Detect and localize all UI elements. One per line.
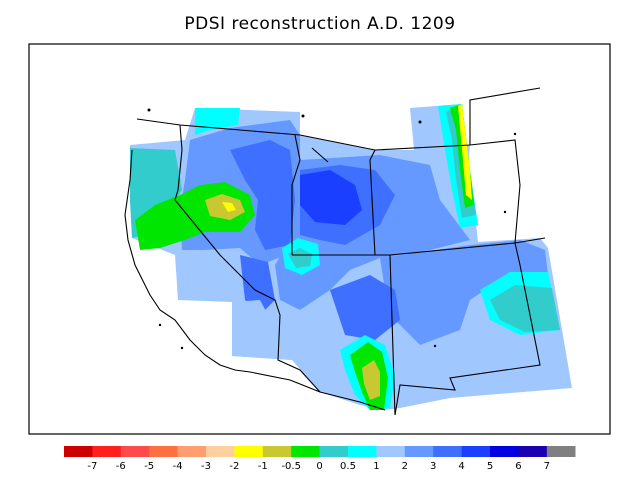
colorbar-tick-label: -2 xyxy=(229,461,239,472)
colorbar-tick-label: 5 xyxy=(487,461,493,472)
colorbar-swatch xyxy=(149,446,178,457)
colorbar-swatch xyxy=(291,446,320,457)
colorbar-swatch xyxy=(462,446,491,457)
colorbar-tick-label: -0.5 xyxy=(281,461,301,472)
colorbar-tick-label: -3 xyxy=(201,461,211,472)
colorbar-tick-label: 4 xyxy=(458,461,464,472)
colorbar-swatch xyxy=(178,446,207,457)
colorbar-swatch xyxy=(348,446,377,457)
colorbar-labels: -7 -6 -5 -4 -3 -2 -1 -0.5 0 0.5 1 2 3 4 5 6 7 xyxy=(87,461,550,472)
colorbar-swatch xyxy=(547,446,576,457)
colorbar-tick-label: -5 xyxy=(144,461,154,472)
colorbar-tick-label: 2 xyxy=(402,461,408,472)
colorbar-tick-label: -1 xyxy=(258,461,268,472)
colorbar-tick-label: 1 xyxy=(373,461,379,472)
colorbar-swatch xyxy=(490,446,519,457)
colorbar-tick-label: 0.5 xyxy=(340,461,356,472)
colorbar-tick-label: 7 xyxy=(544,461,550,472)
colorbar-swatch xyxy=(320,446,349,457)
colorbar-tick-label: -4 xyxy=(173,461,183,472)
colorbar-swatch xyxy=(64,446,93,457)
colorbar-tick-label: 6 xyxy=(515,461,521,472)
colorbar-swatch xyxy=(92,446,121,457)
colorbar-swatches xyxy=(64,446,576,457)
colorbar-tick-label: -6 xyxy=(116,461,126,472)
colorbar-tick-label: 3 xyxy=(430,461,436,472)
colorbar-swatch xyxy=(206,446,235,457)
colorbar-swatch xyxy=(234,446,263,457)
colorbar-tick-label: 0 xyxy=(316,461,322,472)
colorbar-tick-label: -7 xyxy=(87,461,97,472)
colorbar-swatch xyxy=(433,446,462,457)
colorbar-swatch xyxy=(121,446,150,457)
colorbar-swatch xyxy=(376,446,405,457)
colorbar-swatch xyxy=(405,446,434,457)
colorbar-swatch xyxy=(518,446,547,457)
colorbar-swatch xyxy=(263,446,292,457)
